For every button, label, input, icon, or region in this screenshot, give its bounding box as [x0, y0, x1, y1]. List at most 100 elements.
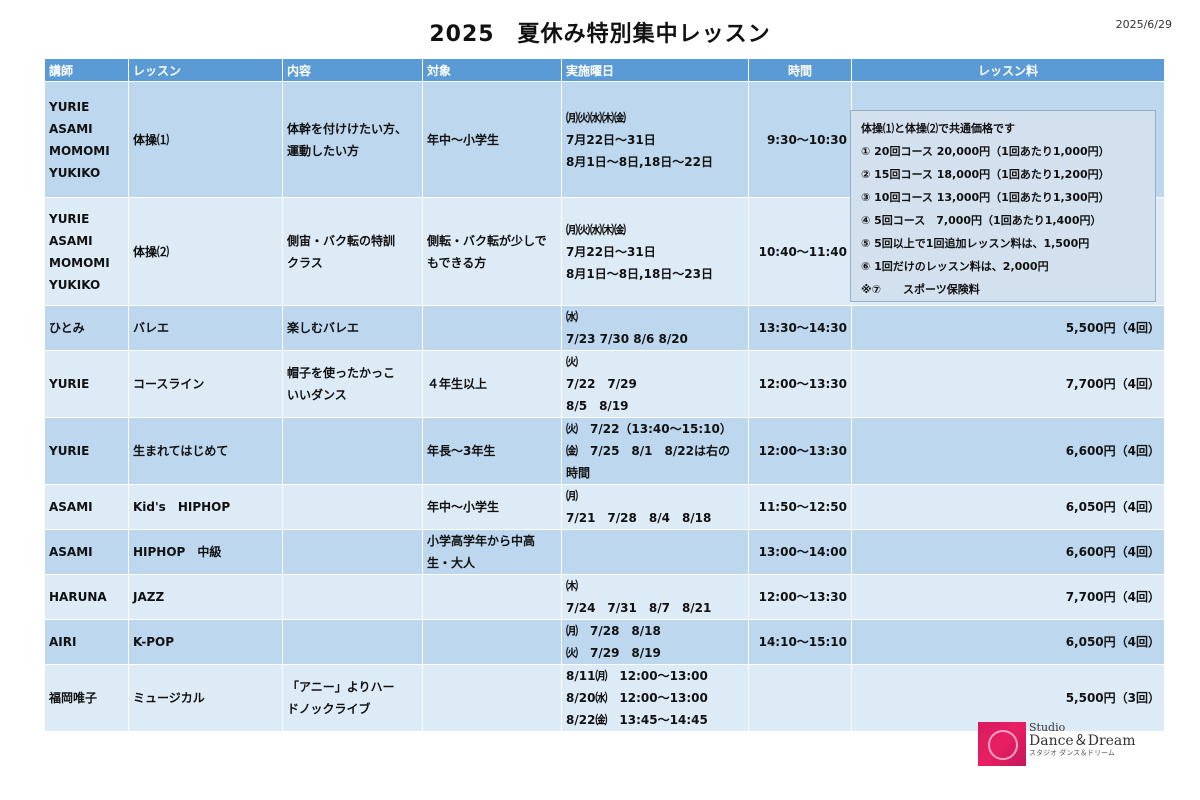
cell-days-line: 7月22日～31日: [566, 132, 656, 147]
cell-content: [282, 484, 423, 530]
cell-days: 8/11㈪ 12:00～13:00 8/20㈬ 12:00～13:00 8/22㈮ …: [561, 664, 749, 732]
cell-teacher: YURIE ASAMI MOMOMI YUKIKO: [44, 81, 129, 198]
table-row: YURIE 生まれてはじめて 年長～3年生 ㈫ 7/22（13:40～15:10） ㈮ …: [44, 417, 1165, 485]
cell-fee: 5,500円（4回）: [851, 305, 1165, 351]
cell-teacher-line: ひとみ: [49, 321, 85, 335]
document-date: 2025/6/29: [1115, 18, 1172, 31]
header-lesson: レッスン: [128, 58, 283, 82]
cell-days-line: 7/23 7/30 8/6 8/20: [566, 332, 688, 346]
cell-days-line: ㈪㈫㈬㈭㈮: [566, 222, 627, 237]
cell-teacher-line: YURIE: [49, 444, 90, 458]
cell-teacher-line: MOMOMI: [49, 255, 110, 270]
cell-days: ㈪㈫㈬㈭㈮ 7月22日～31日 8月1日～8日,18日～23日: [561, 197, 749, 306]
logo-line2: Dance＆Dream: [1029, 732, 1136, 749]
cell-target: [422, 664, 562, 732]
fee-box-line: ⑥ 1回だけのレッスン料は、2,000円: [861, 260, 1049, 273]
cell-fee: 7,700円（4回）: [851, 574, 1165, 620]
cell-days-line: 8/22㈮ 13:45～14:45: [566, 713, 708, 727]
cell-target: [422, 305, 562, 351]
cell-days-line: 時間: [566, 466, 591, 480]
cell-content-line: 楽しむバレエ: [287, 321, 360, 335]
cell-target-line: 年長～3年生: [427, 444, 496, 458]
cell-days: [561, 529, 749, 575]
cell-days-line: ㈫ 7/22（13:40～15:10）: [566, 422, 732, 436]
cell-days: ㈭ 7/24 7/31 8/7 8/21: [561, 574, 749, 620]
cell-content: 帽子を使ったかっこ いいダンス: [282, 350, 423, 418]
cell-days-line: 8月1日～8日,18日～23日: [566, 266, 714, 281]
cell-target: 年中～小学生: [422, 81, 562, 198]
cell-days-line: 8/20㈬ 12:00～13:00: [566, 691, 708, 705]
table-row: 福岡唯子 ミュージカル 「アニー」よりハー ドノックライブ 8/11㈪ 12:00～13…: [44, 664, 1165, 732]
cell-days-line: 8/5 8/19: [566, 399, 629, 413]
fee-info-box: 体操⑴と体操⑵で共通価格です ① 20回コース 20,000円（1回あたり1,00…: [850, 110, 1156, 302]
cell-lesson: コースライン: [128, 350, 283, 418]
table-row: HARUNA JAZZ ㈭ 7/24 7/31 8/7 8/21 12:00～13:30…: [44, 574, 1165, 620]
cell-teacher: 福岡唯子: [44, 664, 129, 732]
table-row: ひとみ バレエ 楽しむバレエ ㈬ 7/23 7/30 8/6 8/20 13:30～14:…: [44, 305, 1165, 351]
cell-teacher-line: ASAMI: [49, 500, 93, 514]
cell-target: 年中～小学生: [422, 484, 562, 530]
cell-target-line: 年中～小学生: [427, 500, 500, 514]
fee-box-line: ② 15回コース 18,000円（1回あたり1,200円）: [861, 168, 1110, 181]
header-teacher: 講師: [44, 58, 129, 82]
cell-target: [422, 574, 562, 620]
cell-target-line: ４年生以上: [427, 377, 488, 391]
cell-teacher-line: HARUNA: [49, 590, 107, 604]
fee-box-line: ③ 10回コース 13,000円（1回あたり1,300円）: [861, 191, 1110, 204]
cell-teacher-line: ASAMI: [49, 545, 93, 559]
cell-teacher: ASAMI: [44, 529, 129, 575]
cell-teacher-line: YUKIKO: [49, 165, 101, 180]
cell-content-line: 運動したい方: [287, 143, 360, 158]
cell-fee: 6,050円（4回）: [851, 619, 1165, 665]
cell-days: ㈪ 7/21 7/28 8/4 8/18: [561, 484, 749, 530]
fee-box-line: ※⑦ スポーツ保険料: [861, 283, 980, 296]
cell-content: [282, 529, 423, 575]
logo-line1: Studio: [1029, 721, 1066, 734]
cell-lesson: Kid's HIPHOP: [128, 484, 283, 530]
cell-lesson: ミュージカル: [128, 664, 283, 732]
cell-target: 小学高学年から中高 生・大人: [422, 529, 562, 575]
cell-target: 側転・バク転が少しで もできる方: [422, 197, 562, 306]
cell-lesson: バレエ: [128, 305, 283, 351]
table-row: ASAMI HIPHOP 中級 小学高学年から中高 生・大人 13:00～14:00 6,…: [44, 529, 1165, 575]
cell-target-line: もできる方: [427, 255, 487, 270]
cell-time: 12:00～13:30: [748, 574, 852, 620]
cell-days-line: ㈫: [566, 355, 579, 369]
cell-lesson: 生まれてはじめて: [128, 417, 283, 485]
cell-days-line: 7/24 7/31 8/7 8/21: [566, 601, 712, 615]
cell-days-line: ㈪: [566, 489, 579, 503]
cell-target-line: 小学高学年から中高: [427, 534, 536, 548]
cell-teacher: YURIE ASAMI MOMOMI YUKIKO: [44, 197, 129, 306]
cell-content: [282, 417, 423, 485]
cell-days-line: 7月22日～31日: [566, 244, 656, 259]
cell-target-line: 生・大人: [427, 556, 476, 570]
header-fee: レッスン料: [851, 58, 1165, 82]
fee-box-line: ① 20回コース 20,000円（1回あたり1,000円）: [861, 145, 1110, 158]
cell-content-line: 「アニー」よりハー: [287, 680, 395, 694]
cell-time: 13:00～14:00: [748, 529, 852, 575]
cell-fee: 6,600円（4回）: [851, 417, 1165, 485]
cell-time: 14:10～15:10: [748, 619, 852, 665]
cell-content-line: 側宙・バク転の特訓: [287, 233, 396, 248]
cell-teacher: ひとみ: [44, 305, 129, 351]
cell-content: 側宙・バク転の特訓 クラス: [282, 197, 423, 306]
fee-box-line: 体操⑴と体操⑵で共通価格です: [861, 122, 1015, 135]
studio-logo: Studio Dance＆Dream スタジオ ダンス＆ドリーム: [978, 722, 1142, 766]
cell-time: 11:50～12:50: [748, 484, 852, 530]
cell-lesson: HIPHOP 中級: [128, 529, 283, 575]
cell-teacher-line: AIRI: [49, 635, 77, 649]
cell-time: 12:00～13:30: [748, 417, 852, 485]
cell-content-line: いいダンス: [287, 388, 347, 402]
cell-days: ㈫ 7/22 7/29 8/5 8/19: [561, 350, 749, 418]
cell-target-line: 年中～小学生: [427, 132, 500, 147]
table-row: ASAMI Kid's HIPHOP 年中～小学生 ㈪ 7/21 7/28 8/4 8/…: [44, 484, 1165, 530]
cell-content: [282, 574, 423, 620]
cell-teacher: HARUNA: [44, 574, 129, 620]
cell-target: 年長～3年生: [422, 417, 562, 485]
cell-content: 「アニー」よりハー ドノックライブ: [282, 664, 423, 732]
cell-teacher: AIRI: [44, 619, 129, 665]
cell-teacher: ASAMI: [44, 484, 129, 530]
cell-content: 楽しむバレエ: [282, 305, 423, 351]
cell-teacher: YURIE: [44, 350, 129, 418]
cell-days-line: ㈪㈫㈬㈭㈮: [566, 110, 627, 125]
